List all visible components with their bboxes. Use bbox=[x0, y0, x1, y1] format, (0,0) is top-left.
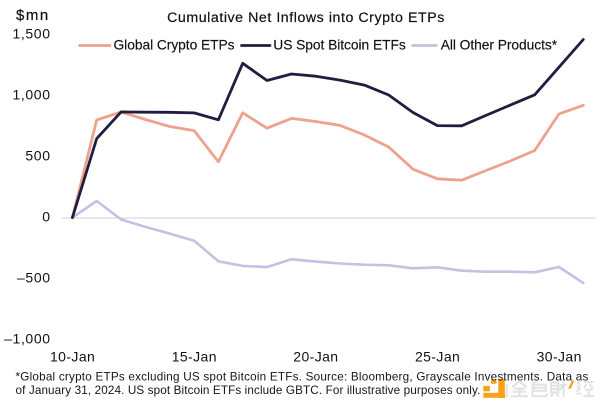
svg-text:$mn: $mn bbox=[16, 7, 50, 24]
svg-text:–500: –500 bbox=[17, 270, 51, 286]
svg-text:25-Jan: 25-Jan bbox=[415, 348, 460, 364]
svg-text:1,000: 1,000 bbox=[13, 87, 51, 103]
svg-text:500: 500 bbox=[25, 148, 50, 164]
svg-text:*Global crypto ETPs excluding: *Global crypto ETPs excluding US spot Bi… bbox=[16, 371, 589, 384]
svg-text:US Spot Bitcoin ETFs: US Spot Bitcoin ETFs bbox=[273, 37, 406, 52]
svg-text:Cumulative Net Inflows into Cr: Cumulative Net Inflows into Crypto ETPs bbox=[167, 10, 445, 26]
svg-text:of January 31, 2024. US spot B: of January 31, 2024. US spot Bitcoin ETF… bbox=[16, 384, 481, 397]
svg-text:Global Crypto ETPs: Global Crypto ETPs bbox=[114, 37, 235, 52]
svg-text:All Other Products*: All Other Products* bbox=[441, 37, 558, 52]
svg-text:1,500: 1,500 bbox=[13, 26, 51, 42]
svg-text:10-Jan: 10-Jan bbox=[50, 348, 95, 364]
svg-text:15-Jan: 15-Jan bbox=[172, 348, 217, 364]
svg-text:0: 0 bbox=[42, 209, 50, 225]
svg-text:20-Jan: 20-Jan bbox=[293, 348, 338, 364]
svg-text:–1,000: –1,000 bbox=[4, 331, 50, 347]
svg-text:30-Jan: 30-Jan bbox=[537, 348, 582, 364]
